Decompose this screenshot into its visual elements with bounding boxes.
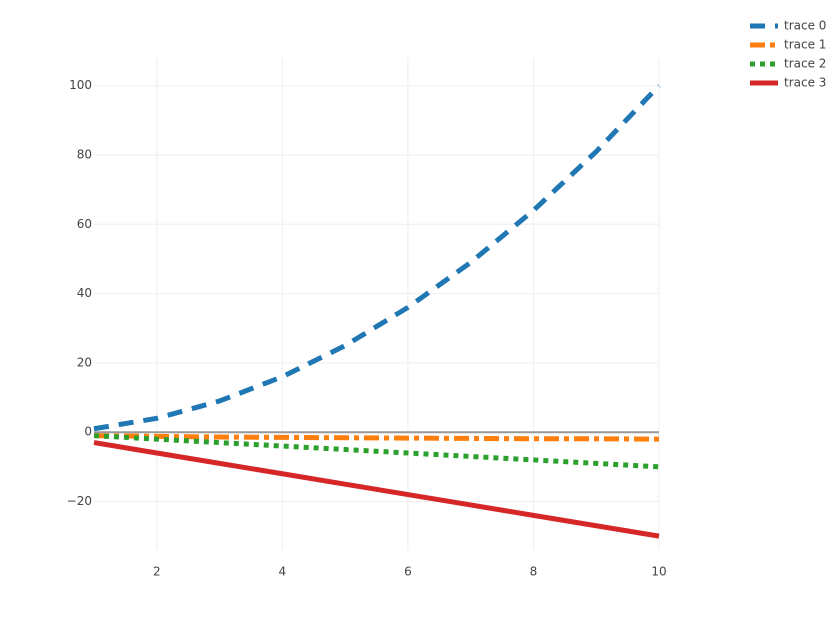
legend-label: trace 0 [784, 19, 826, 33]
y-tick-label: 80 [77, 148, 92, 162]
line [93, 440, 660, 539]
y-tick-label: 40 [77, 286, 92, 300]
y-tick-label: 0 [84, 425, 92, 439]
line [93, 433, 660, 470]
x-tick-label: 6 [404, 565, 412, 579]
line [93, 433, 660, 442]
x-tick-label: 2 [153, 565, 161, 579]
legend-label: trace 1 [784, 38, 826, 52]
x-tick-label: 4 [279, 565, 287, 579]
legend-label: trace 2 [784, 57, 826, 71]
y-tick-label: 60 [77, 217, 92, 231]
y-tick-label: −20 [67, 494, 92, 508]
y-tick-label: 100 [69, 78, 92, 92]
y-tick-label: 20 [77, 355, 92, 369]
line [93, 83, 661, 432]
x-tick-label: 8 [530, 565, 538, 579]
legend-label: trace 3 [784, 76, 826, 90]
x-tick-label: 10 [651, 565, 666, 579]
